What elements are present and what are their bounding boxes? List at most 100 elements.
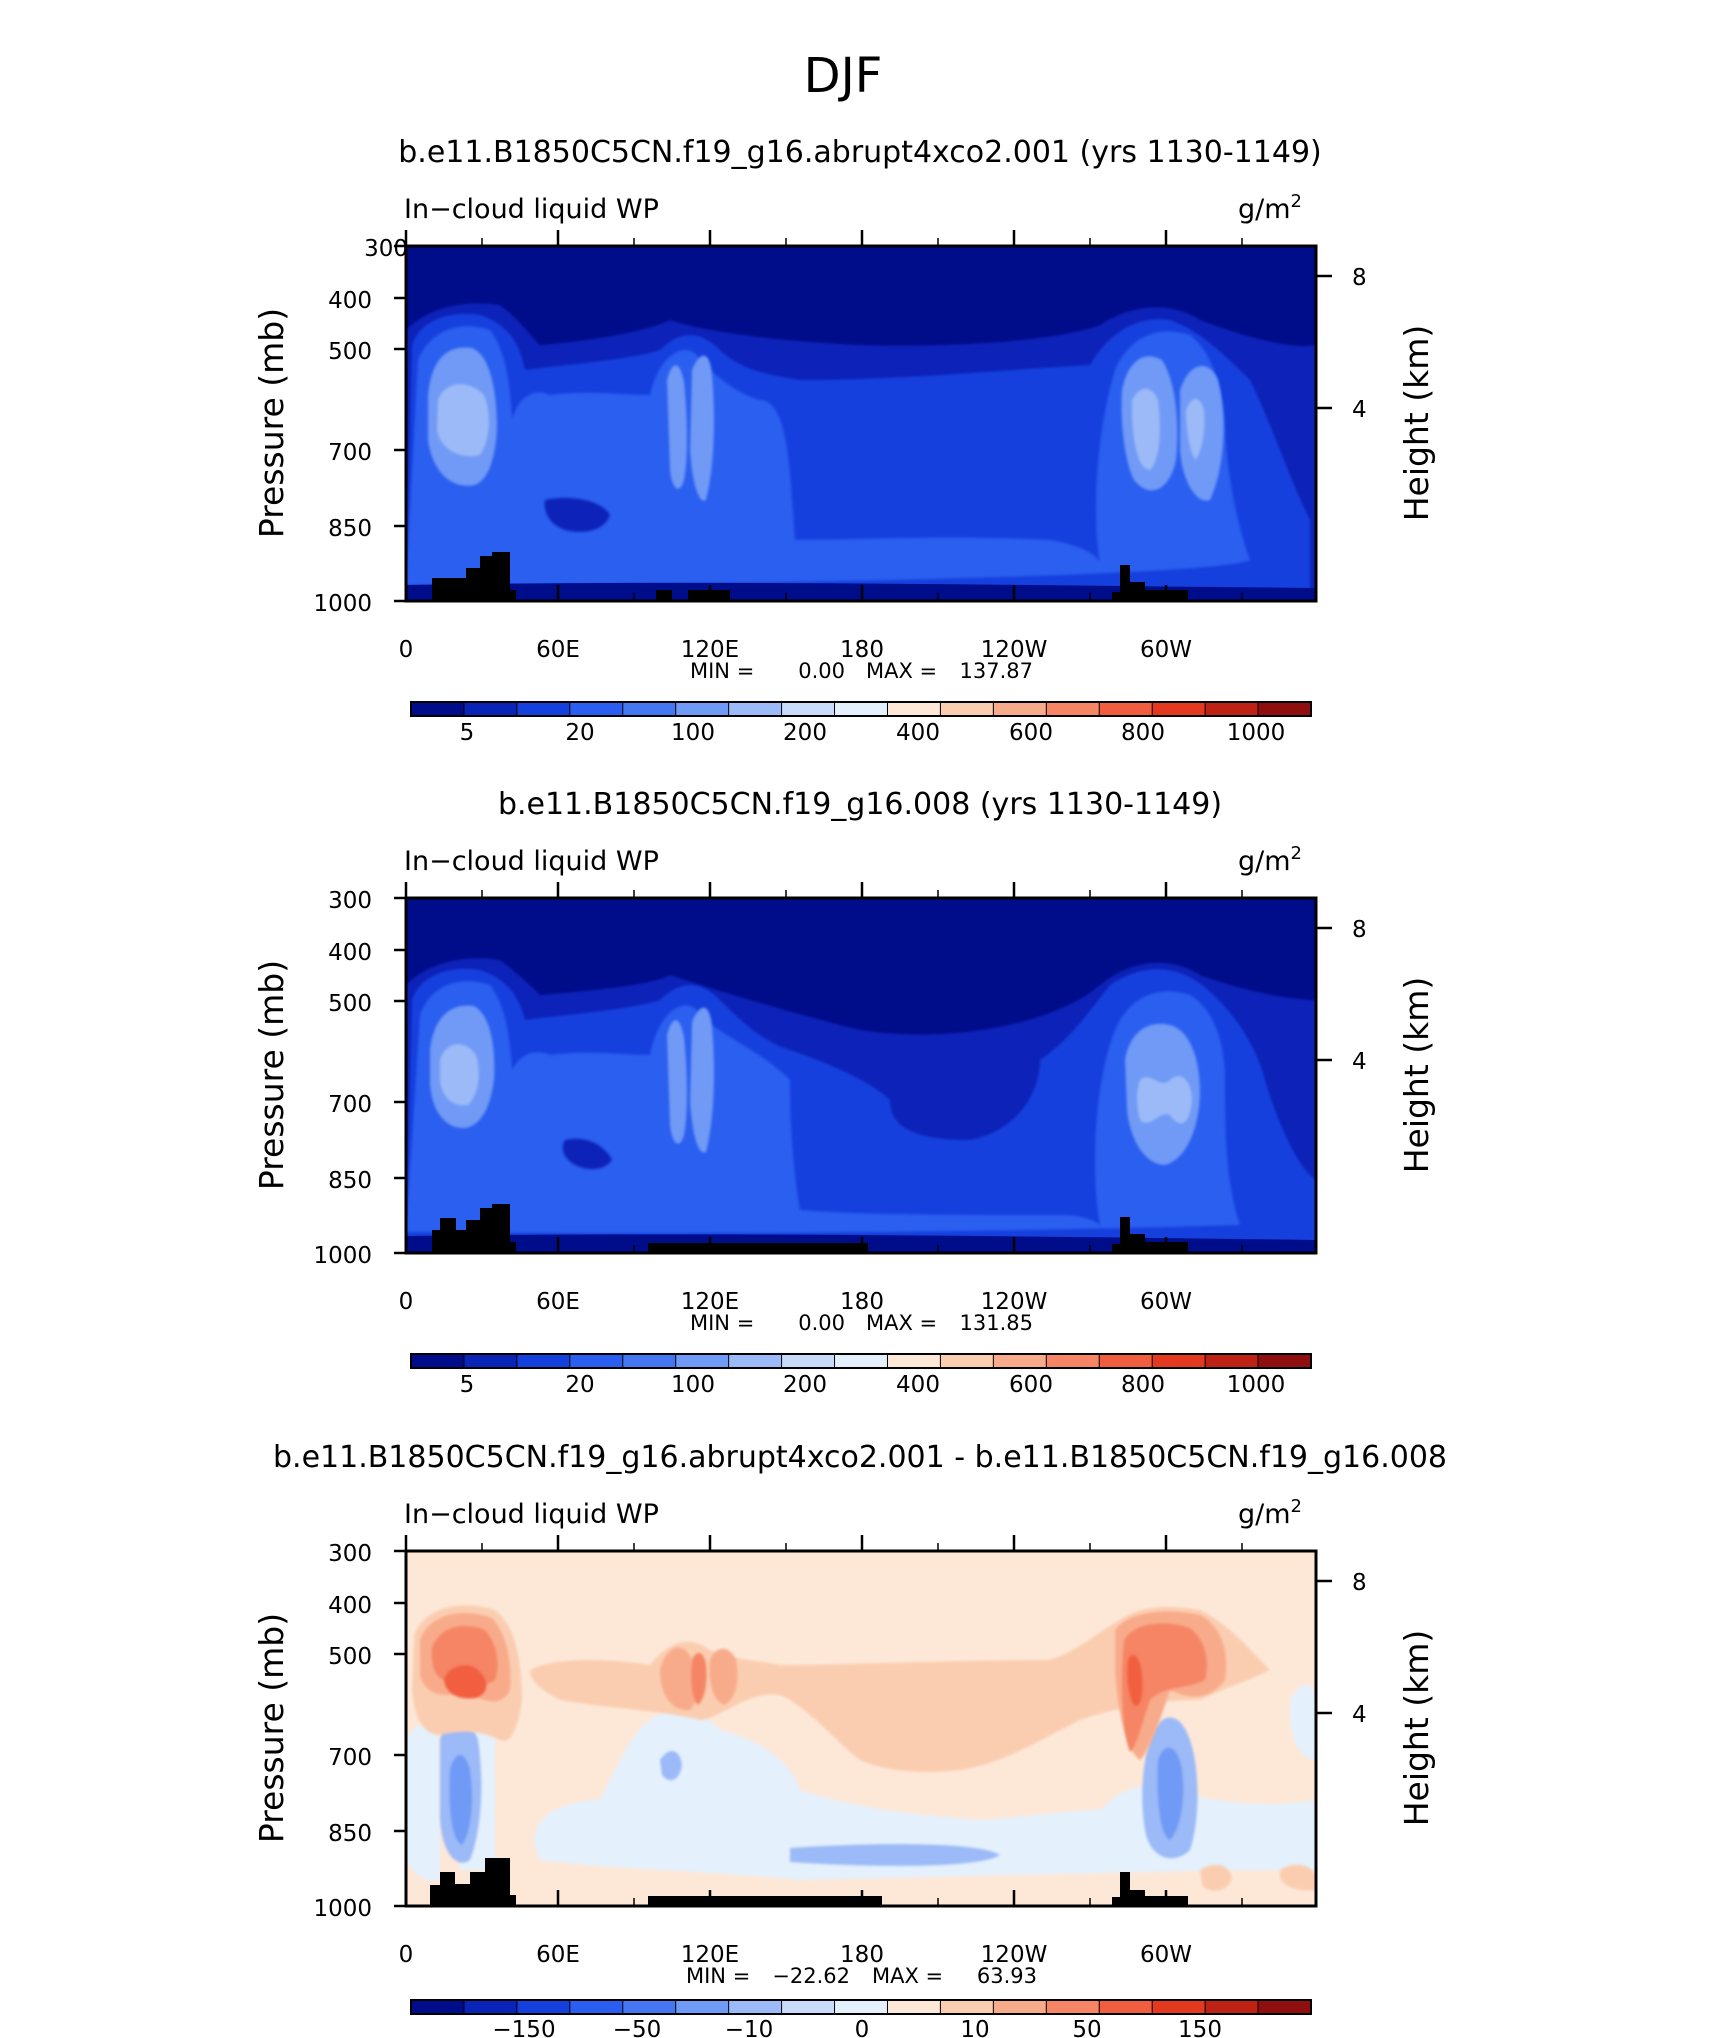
max-label: MAX = (866, 1311, 937, 1335)
terrain-mask (430, 1858, 1188, 1906)
x-tick-label: 60E (536, 1942, 580, 1968)
colorbar (410, 701, 1313, 717)
colorbar-swatch (1098, 701, 1154, 717)
x-tick-label: 0 (399, 1942, 414, 1968)
x-axis: 0 60E 120E 180 120W 60W (399, 882, 1243, 1315)
colorbar-swatch (1151, 701, 1207, 717)
colorbar-frame (410, 1353, 1312, 1369)
contour-field (406, 898, 1316, 1253)
colorbar-swatch (781, 1999, 836, 2015)
y2-tick-label: 8 (1352, 917, 1367, 943)
variable-label: In−cloud liquid WP (404, 194, 659, 225)
colorbar-frame (410, 1999, 1312, 2015)
y2-axis-label: Height (km) (1397, 977, 1436, 1174)
colorbar-label: 800 (1121, 720, 1165, 746)
colorbar-label: 5 (460, 1372, 475, 1398)
max-value: 131.85 (960, 1311, 1033, 1335)
colorbar-swatch (1257, 1353, 1313, 1369)
variable-label: In−cloud liquid WP (404, 846, 659, 877)
y-tick-label: 700 (328, 1092, 372, 1118)
colorbar-swatch (834, 1999, 889, 2015)
colorbar-swatch (728, 1999, 783, 2015)
units-label: g/m2 (1238, 191, 1302, 225)
y-axis-label: Pressure (mb) (252, 308, 291, 538)
y-axis: 300 400 500 700 850 1000 Pressure (mb) (252, 1541, 406, 1922)
colorbar-label: 600 (1009, 720, 1053, 746)
colorbar-swatch (675, 1353, 730, 1369)
colorbar-swatch (1204, 1353, 1260, 1369)
y-tick-label: 1000 (313, 1243, 372, 1269)
y-axis-label: Pressure (mb) (252, 1613, 291, 1843)
panel-title: b.e11.B1850C5CN.f19_g16.abrupt4xco2.001 … (273, 1440, 1447, 1475)
colorbar-swatch (516, 1999, 571, 2015)
y2-tick-label: 4 (1352, 1049, 1367, 1075)
contour-field (406, 1551, 1316, 1906)
colorbar-swatch (1151, 1999, 1207, 2015)
max-value: 63.93 (977, 1964, 1037, 1988)
colorbar-swatch (1257, 1999, 1313, 2015)
contour-positive-1 (412, 1605, 1270, 1772)
colorbar-label: 5 (460, 720, 475, 746)
max-value: 137.87 (960, 659, 1033, 683)
colorbar-label: 600 (1009, 1372, 1053, 1398)
x-axis: 0 60E 120E 180 120W 60W (399, 230, 1243, 663)
x-tick-label: 120W (981, 1289, 1048, 1315)
figure-title: DJF (804, 48, 883, 104)
colorbar-swatch (675, 1999, 730, 2015)
x-tick-label: 60W (1140, 1289, 1192, 1315)
x-tick-label: 120E (681, 1942, 739, 1968)
contour-level-3 (406, 981, 1240, 1234)
contour-field (406, 246, 1316, 601)
colorbar-label: 400 (896, 1372, 940, 1398)
y-tick-label: 1000 (313, 1896, 372, 1922)
y-tick-label: 400 (328, 1593, 372, 1619)
x-tick-label: 120W (981, 1942, 1048, 1968)
colorbar-label: 50 (1072, 2017, 1101, 2038)
min-max-readout: MIN = 0.00 MAX = 137.87 (690, 659, 1033, 683)
min-label: MIN = (686, 1964, 750, 1988)
y-tick-label: 500 (328, 339, 372, 365)
y2-axis: 8 4 Height (km) (1316, 265, 1436, 521)
colorbar-swatch (622, 1999, 677, 2015)
colorbar-swatch (463, 701, 518, 717)
y-tick-label: 300 (364, 236, 408, 262)
panel-title: b.e11.B1850C5CN.f19_g16.008 (yrs 1130-11… (498, 787, 1222, 822)
colorbar-swatch (1257, 701, 1313, 717)
contour-negative-1 (406, 1685, 1316, 1881)
variable-label: In−cloud liquid WP (404, 1499, 659, 1530)
y-tick-label: 400 (328, 940, 372, 966)
units-label: g/m2 (1238, 843, 1302, 877)
colorbar-swatch (410, 1999, 465, 2015)
colorbar-swatch (1204, 1999, 1260, 2015)
y2-tick-label: 4 (1352, 1702, 1367, 1728)
terrain-mask (432, 1204, 1188, 1253)
colorbar-swatch (886, 701, 942, 717)
y-tick-label: 850 (328, 516, 372, 542)
colorbar-label: 1000 (1227, 720, 1286, 746)
colorbar-label: 150 (1178, 2017, 1222, 2038)
colorbar-swatch (516, 701, 571, 717)
x-tick-label: 120E (681, 637, 739, 663)
colorbar-swatch (992, 701, 1048, 717)
terrain-mask (432, 552, 1188, 601)
panel-1: b.e11.B1850C5CN.f19_g16.abrupt4xco2.001 … (252, 135, 1436, 746)
colorbar-label: 100 (671, 720, 715, 746)
max-label: MAX = (866, 659, 937, 683)
colorbar-labels: −150 −50 −10 0 10 50 150 (492, 2017, 1222, 2038)
min-label: MIN = (690, 1311, 754, 1335)
colorbar-swatch (781, 701, 836, 717)
x-tick-label: 0 (399, 1289, 414, 1315)
colorbar-swatch (1045, 1999, 1101, 2015)
x-tick-label: 180 (840, 1289, 884, 1315)
y-tick-label: 850 (328, 1168, 372, 1194)
x-tick-label: 180 (840, 1942, 884, 1968)
colorbar-swatch (1045, 701, 1101, 717)
colorbar-swatch (1151, 1353, 1207, 1369)
colorbar-swatch (1204, 701, 1260, 717)
contour-level-1 (562, 1138, 612, 1170)
colorbar-label: −10 (725, 2017, 774, 2038)
colorbar-label: 1000 (1227, 1372, 1286, 1398)
colorbar-swatch (939, 701, 995, 717)
colorbar-label: 10 (960, 2017, 989, 2038)
colorbar-label: 20 (565, 1372, 594, 1398)
